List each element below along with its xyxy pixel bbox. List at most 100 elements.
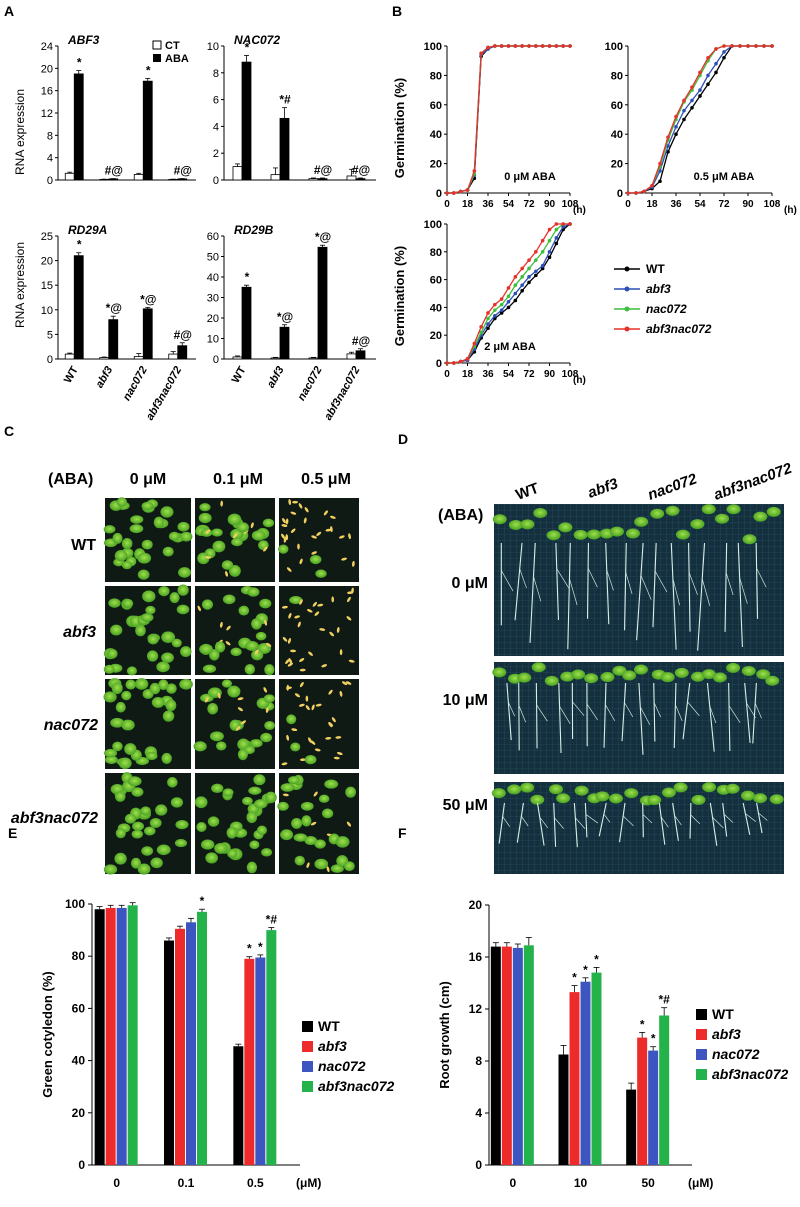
chart-a-rd29b: 0 10 20 30 40 50 60 RD29B * WT *@ abf3 *@ nac072 #@ abf… bbox=[207, 223, 376, 422]
a-rd29a-xtick-label: nac072 bbox=[121, 365, 150, 403]
seedling-photo-abf3nac072-0-5-m bbox=[277, 771, 361, 876]
a-nac072-ytick-label: 6 bbox=[213, 95, 219, 107]
panel-d-photo-grid bbox=[491, 502, 786, 876]
cotyledon bbox=[250, 739, 263, 748]
panel-b-xunit-3: (h) bbox=[573, 375, 586, 386]
cotyledon bbox=[222, 788, 234, 797]
b-2-point-abf3nac072 bbox=[520, 266, 524, 271]
root bbox=[603, 682, 607, 748]
e-green-cotyledon-bar-wt-0 bbox=[94, 909, 105, 1165]
a-rd29a-bar-ct-wt bbox=[64, 353, 75, 360]
ungreened-seedling bbox=[297, 621, 301, 628]
lateral-root bbox=[508, 701, 516, 717]
rosette-leaf bbox=[690, 671, 705, 682]
b-2-point-abf3nac072 bbox=[513, 275, 518, 279]
b-2-point-abf3nac072 bbox=[458, 359, 463, 364]
b-1-point-abf3nac072 bbox=[682, 98, 686, 103]
rosette-leaf bbox=[571, 669, 586, 680]
f-root-growth-bar-wt-50 bbox=[626, 1089, 637, 1165]
legend-aba-swatch bbox=[153, 54, 161, 62]
b-1-ytick-label: 60 bbox=[611, 100, 623, 112]
plate-background bbox=[492, 660, 786, 776]
ungreened-seedling bbox=[287, 662, 294, 667]
cotyledon bbox=[304, 754, 317, 765]
lateral-root bbox=[728, 705, 741, 723]
cotyledon bbox=[158, 679, 169, 691]
cotyledon bbox=[180, 646, 192, 657]
ungreened-seedling bbox=[219, 621, 223, 628]
e-green-cotyledon-legend-label-abf3: abf3 bbox=[318, 1038, 347, 1054]
ungreened-seedling bbox=[286, 734, 290, 741]
f-root-growth-legend-label-abf3: abf3 bbox=[712, 1026, 741, 1042]
cotyledon bbox=[227, 513, 242, 526]
root bbox=[584, 802, 588, 838]
lateral-root bbox=[575, 817, 586, 829]
b-1-point-wt bbox=[698, 94, 702, 98]
b-2-point-wt bbox=[547, 255, 552, 260]
ungreened-seedling bbox=[331, 596, 335, 603]
b-1-ytick-label: 20 bbox=[611, 159, 623, 171]
f-root-growth-bar-nac072-10 bbox=[580, 981, 591, 1165]
ungreened-seedling bbox=[311, 704, 315, 711]
cotyledon bbox=[174, 839, 188, 848]
ungreened-seedling bbox=[281, 524, 288, 527]
a-rd29b-ytick-label: 40 bbox=[207, 272, 219, 284]
root bbox=[598, 802, 607, 837]
e-green-cotyledon-ytick-label: 80 bbox=[72, 949, 86, 963]
cotyledon bbox=[104, 755, 118, 765]
b-1-ytick-label: 80 bbox=[611, 70, 623, 82]
lateral-root bbox=[519, 568, 527, 589]
cotyledon bbox=[265, 791, 277, 804]
panel-c-conc-2: 0.5 μM bbox=[301, 471, 351, 488]
cotyledon bbox=[110, 624, 123, 636]
panel-d-col-abf3: abf3 bbox=[586, 475, 621, 502]
legend-marker-wt bbox=[624, 266, 630, 272]
cotyledon bbox=[221, 679, 233, 688]
cotyledon bbox=[255, 631, 267, 641]
root bbox=[755, 542, 759, 619]
a-abf3-ytick-label: 4 bbox=[47, 153, 53, 165]
rosette-leaf bbox=[560, 671, 575, 682]
ungreened-seedling bbox=[328, 721, 334, 727]
b-2-ytick-label: 60 bbox=[430, 275, 442, 287]
b-1-point-abf3nac072 bbox=[714, 47, 718, 51]
chart-germination-0-5-m-aba: 0 20 40 60 80 100 0 18 36 54 72 90 108 0.5 μM ABA bbox=[605, 41, 781, 210]
b-0-point-abf3nac072 bbox=[547, 44, 552, 48]
seedling-photo-abf3nac072-0-1-m bbox=[193, 771, 277, 876]
a-abf3-ytick-label: 20 bbox=[41, 63, 53, 75]
lateral-root bbox=[654, 570, 668, 593]
e-green-cotyledon-legend-swatch-nac072 bbox=[302, 1061, 313, 1072]
panel-c-conc-0: 0 μM bbox=[130, 471, 166, 488]
root bbox=[618, 802, 626, 843]
cotyledon bbox=[175, 820, 189, 830]
e-green-cotyledon-bar-wt-0-5 bbox=[233, 1046, 244, 1165]
ungreened-seedling bbox=[283, 536, 287, 543]
a-rd29b-bar-aba-abf3nac072 bbox=[355, 350, 366, 360]
seedling-photo-nac072-0-5-m bbox=[277, 677, 361, 771]
lateral-root bbox=[674, 815, 682, 826]
b-1-ytick-label: 40 bbox=[611, 129, 623, 141]
root bbox=[682, 682, 691, 740]
ungreened-seedling bbox=[311, 551, 317, 555]
b-2-xtick-label: 18 bbox=[462, 369, 474, 380]
lateral-root bbox=[660, 816, 669, 828]
cotyledon bbox=[176, 604, 190, 615]
b-0-ytick-label: 60 bbox=[430, 100, 442, 112]
ungreened-seedling bbox=[311, 535, 317, 539]
e-green-cotyledon-legend-label-nac072: nac072 bbox=[318, 1058, 366, 1074]
rosette-leaf bbox=[741, 665, 756, 676]
b-0-point-abf3nac072 bbox=[458, 189, 463, 194]
b-2-point-abf3 bbox=[513, 291, 518, 296]
b-2-point-nac072 bbox=[486, 316, 490, 321]
ungreened-seedling bbox=[323, 510, 328, 516]
cotyledon bbox=[314, 858, 329, 870]
rosette-leaf bbox=[650, 508, 665, 519]
rosette-leaf bbox=[508, 519, 523, 530]
ungreened-seedling bbox=[312, 601, 318, 607]
cotyledon bbox=[158, 586, 170, 597]
b-0-xtick-label: 18 bbox=[462, 199, 474, 210]
root bbox=[567, 542, 571, 650]
b-2-point-abf3nac072 bbox=[465, 357, 470, 361]
ungreened-seedling bbox=[310, 740, 316, 745]
b-2-ytick-label: 0 bbox=[436, 358, 442, 370]
